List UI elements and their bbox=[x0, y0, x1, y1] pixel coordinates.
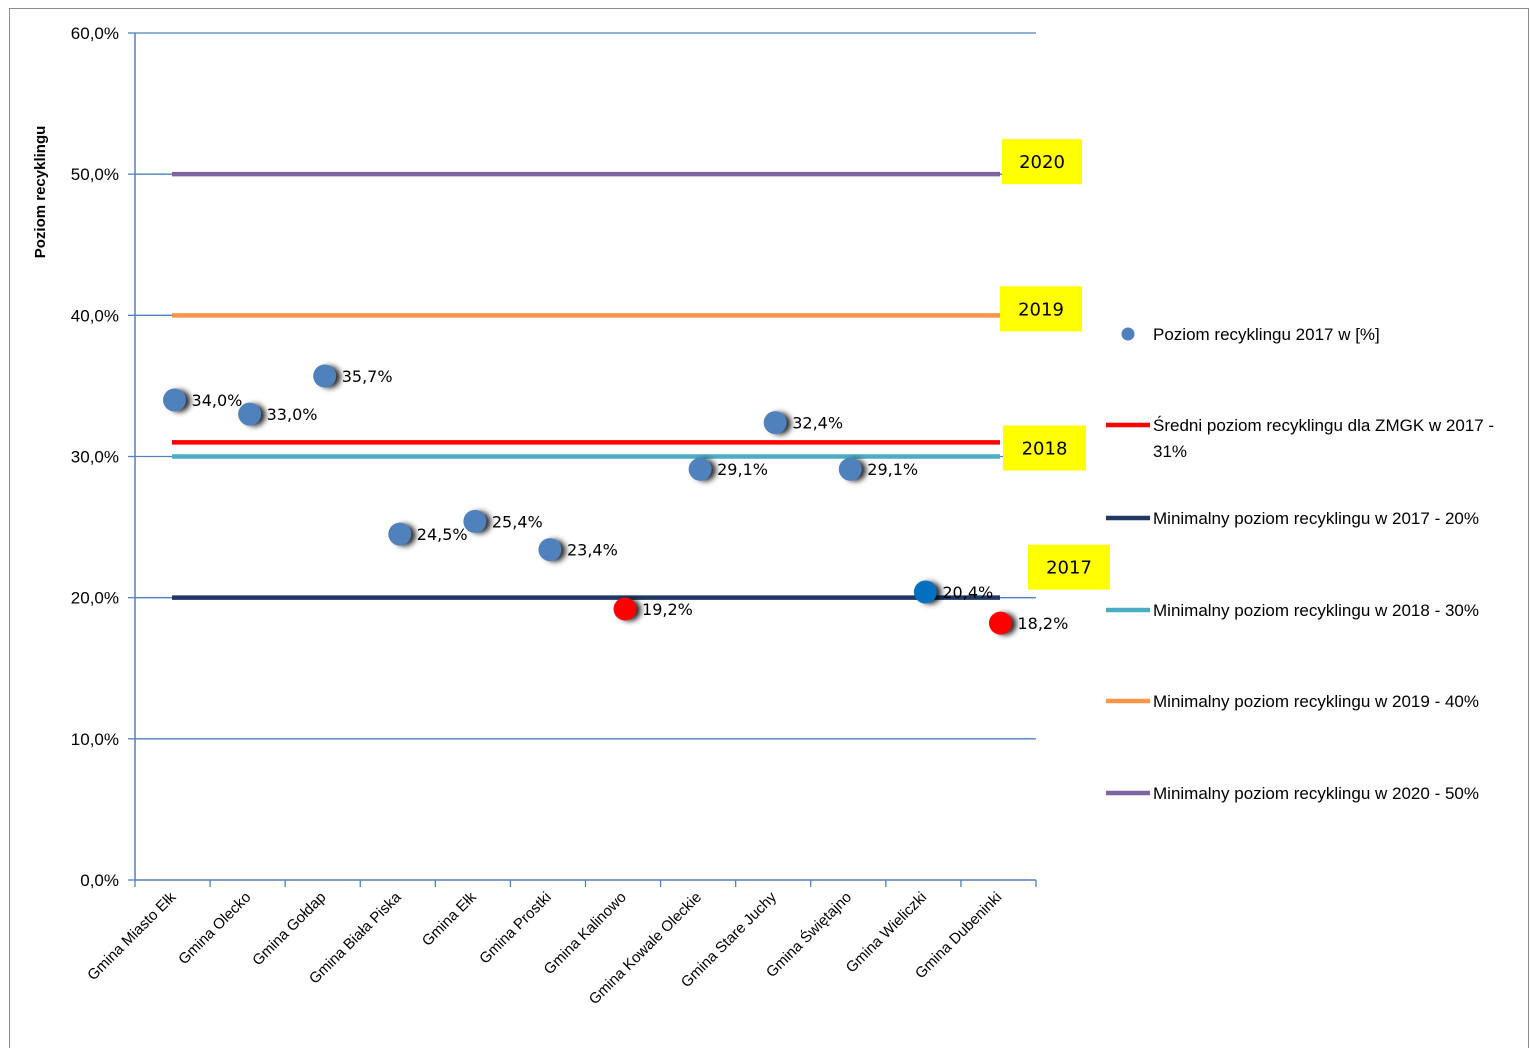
data-point bbox=[613, 597, 637, 621]
year-badge: 2019 bbox=[1000, 286, 1082, 332]
data-label: 33,0% bbox=[267, 405, 318, 424]
data-point bbox=[988, 611, 1012, 635]
data-point bbox=[913, 580, 937, 604]
y-tick-label: 30,0% bbox=[71, 448, 119, 467]
gridlines bbox=[135, 32, 1036, 740]
data-point bbox=[688, 457, 712, 481]
data-point bbox=[313, 364, 337, 388]
legend-item: Minimalny poziom recyklingu w 2017 - 20% bbox=[1106, 509, 1479, 528]
data-label: 34,0% bbox=[192, 391, 243, 410]
legend-label: 31% bbox=[1153, 442, 1187, 461]
data-point bbox=[763, 411, 787, 435]
legend-item: Minimalny poziom recyklingu w 2020 - 50% bbox=[1106, 784, 1479, 803]
data-label: 18,2% bbox=[1017, 614, 1068, 633]
data-point bbox=[163, 388, 187, 412]
data-point bbox=[538, 538, 562, 562]
y-tick-label: 60,0% bbox=[71, 24, 119, 43]
legend-label: Poziom recyklingu 2017 w [%] bbox=[1153, 325, 1380, 344]
data-point bbox=[238, 402, 262, 426]
year-badges: 2020 2019 2018 2017 bbox=[1000, 139, 1110, 590]
data-label: 32,4% bbox=[792, 414, 843, 433]
legend-label: Minimalny poziom recyklingu w 2020 - 50% bbox=[1153, 784, 1479, 803]
legend-item: Minimalny poziom recyklingu w 2018 - 30% bbox=[1106, 601, 1479, 620]
year-badge-box bbox=[1028, 544, 1110, 590]
x-tick-label: Gmina Ełk bbox=[419, 888, 480, 949]
year-badge-box bbox=[1003, 425, 1086, 471]
axes: 0,0% 10,0% 20,0% 30,0% 40,0% 50,0% 60,0% Gmina … bbox=[71, 24, 1037, 1008]
data-label: 19,2% bbox=[642, 600, 693, 619]
year-badge-label: 2017 bbox=[1046, 558, 1092, 579]
data-point bbox=[838, 457, 862, 481]
data-label: 29,1% bbox=[867, 460, 918, 479]
legend: Poziom recyklingu 2017 w [%] Średni pozio… bbox=[1106, 325, 1494, 803]
year-badge-box bbox=[1002, 139, 1082, 185]
y-tick-label: 20,0% bbox=[71, 589, 119, 608]
legend-marker bbox=[1121, 327, 1135, 341]
legend-item: Minimalny poziom recyklingu w 2019 - 40% bbox=[1106, 692, 1479, 711]
data-points: 34,0% 33,0% 35,7% 24,5% 25,4% 23,4% 19,2% 29,1%… bbox=[163, 364, 1068, 636]
x-tick-label: Gmina Olecko bbox=[175, 889, 254, 968]
year-badge: 2017 bbox=[1028, 544, 1110, 590]
data-label: 35,7% bbox=[342, 367, 393, 386]
year-badge-label: 2020 bbox=[1019, 152, 1065, 173]
data-point bbox=[388, 522, 412, 546]
data-label: 23,4% bbox=[567, 541, 618, 560]
year-badge: 2020 bbox=[1002, 139, 1082, 185]
x-tick-label: Gmina Miasto Ełk bbox=[84, 888, 179, 983]
year-badge-label: 2018 bbox=[1022, 439, 1068, 460]
legend-label: Średni poziom recyklingu dla ZMGK w 2017… bbox=[1153, 416, 1494, 435]
y-tick-label: 50,0% bbox=[71, 165, 119, 184]
data-label: 25,4% bbox=[492, 512, 543, 531]
data-label: 29,1% bbox=[717, 460, 768, 479]
year-badge-box bbox=[1000, 286, 1082, 332]
legend-item: Poziom recyklingu 2017 w [%] bbox=[1121, 325, 1380, 344]
reference-lines bbox=[172, 171, 1000, 600]
x-tick-label: Gmina Wieliczki bbox=[843, 889, 930, 976]
year-badge-label: 2019 bbox=[1018, 299, 1064, 320]
legend-label: Minimalny poziom recyklingu w 2018 - 30% bbox=[1153, 601, 1479, 620]
legend-item: Średni poziom recyklingu dla ZMGK w 2017… bbox=[1106, 416, 1494, 461]
y-tick-label: 10,0% bbox=[71, 730, 119, 749]
y-tick-label: 0,0% bbox=[80, 871, 119, 890]
y-tick-label: 40,0% bbox=[71, 306, 119, 325]
legend-label: Minimalny poziom recyklingu w 2017 - 20% bbox=[1153, 509, 1479, 528]
data-label: 24,5% bbox=[417, 525, 468, 544]
x-tick-label: Gmina Prostki bbox=[476, 889, 555, 968]
x-tick-label: Gmina Gołdap bbox=[249, 889, 329, 969]
chart-frame bbox=[9, 8, 1529, 1048]
year-badge: 2018 bbox=[1003, 425, 1086, 471]
data-label: 20,4% bbox=[942, 583, 993, 602]
y-axis-title: Poziom recyklingu bbox=[32, 126, 49, 259]
legend-label: Minimalny poziom recyklingu w 2019 - 40% bbox=[1153, 692, 1479, 711]
data-point bbox=[463, 509, 487, 533]
